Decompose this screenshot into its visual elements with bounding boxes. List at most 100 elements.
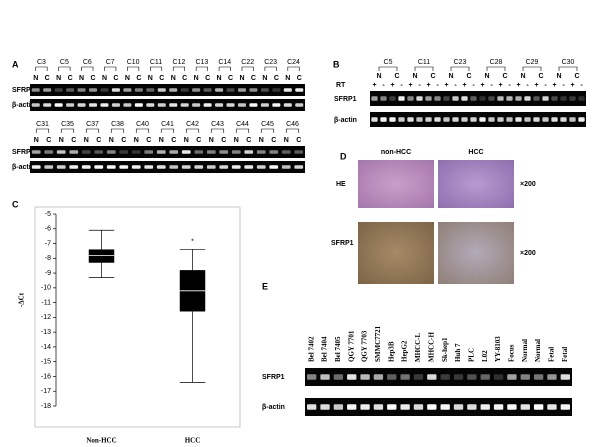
band <box>256 165 266 169</box>
band <box>307 404 317 410</box>
band <box>131 150 141 154</box>
bracket <box>260 128 275 133</box>
bracket <box>127 66 140 71</box>
band <box>144 165 154 169</box>
band <box>387 404 397 410</box>
band <box>515 96 522 101</box>
lane-label: C <box>46 137 51 144</box>
lane-label: Fetal <box>548 347 556 362</box>
band <box>169 88 178 92</box>
band <box>434 96 441 101</box>
band <box>157 88 166 92</box>
y-tick-label: -18 <box>41 403 51 410</box>
lane-label: C <box>90 75 95 82</box>
band <box>551 117 558 122</box>
lane-label: N <box>34 137 39 144</box>
panel-label: A <box>12 59 19 69</box>
band <box>31 88 40 92</box>
lane-label: N <box>448 73 453 80</box>
lane-label: N <box>148 75 153 82</box>
gene-label: SFRP1 <box>262 374 285 381</box>
rt-label: - <box>562 82 565 89</box>
lane-label: YY-8103 <box>494 336 502 362</box>
rt-label: + <box>570 82 574 89</box>
band <box>283 88 292 92</box>
band <box>56 150 66 154</box>
band <box>56 165 66 169</box>
band <box>181 165 191 169</box>
band <box>389 96 396 101</box>
magnification: ×200 <box>520 250 536 257</box>
lane-label: N <box>259 137 264 144</box>
band <box>542 96 549 101</box>
bracket <box>486 66 506 71</box>
band <box>180 103 189 107</box>
bracket <box>287 66 300 71</box>
bracket <box>264 66 277 71</box>
bracket <box>235 128 250 133</box>
sample-label: C44 <box>236 121 249 128</box>
band <box>467 374 477 380</box>
gene-label: SFRP1 <box>334 96 357 103</box>
rt-title: RT <box>336 82 346 89</box>
band <box>294 150 304 154</box>
rt-label: - <box>436 82 439 89</box>
band <box>44 150 54 154</box>
band <box>347 404 357 410</box>
lane-label: N <box>262 75 267 82</box>
rt-label: - <box>472 82 475 89</box>
lane-label: N <box>33 75 38 82</box>
band <box>416 96 423 101</box>
y-axis-label: -ΔCt <box>18 292 26 307</box>
band <box>488 117 495 122</box>
bracket <box>35 66 48 71</box>
band <box>226 88 235 92</box>
band <box>249 88 258 92</box>
band <box>294 165 304 169</box>
gel <box>30 84 305 96</box>
band <box>524 96 531 101</box>
sample-label: C23 <box>264 59 277 66</box>
y-tick-label: -12 <box>41 314 51 321</box>
band <box>360 374 370 380</box>
band <box>260 88 269 92</box>
band <box>134 88 143 92</box>
gel <box>30 99 305 111</box>
panel-label: E <box>262 281 268 291</box>
lane-label: N <box>159 137 164 144</box>
band <box>146 88 155 92</box>
band <box>533 96 540 101</box>
band <box>244 165 254 169</box>
band <box>31 165 41 169</box>
band <box>89 103 98 107</box>
band <box>31 103 40 107</box>
lane-label: C <box>71 137 76 144</box>
band <box>533 404 544 410</box>
rt-label: + <box>552 82 556 89</box>
band <box>569 96 576 101</box>
x-tick-label: Non-HCC <box>86 437 116 445</box>
sample-label: C43 <box>211 121 224 128</box>
lane-label: SMMC7721 <box>374 325 382 362</box>
band <box>461 96 468 101</box>
band <box>443 117 450 122</box>
band <box>407 96 414 101</box>
rt-label: + <box>516 82 520 89</box>
band <box>427 404 437 410</box>
panel-label: B <box>333 59 340 69</box>
band <box>295 103 304 107</box>
band <box>54 88 63 92</box>
band <box>169 150 179 154</box>
gel <box>30 161 305 173</box>
y-tick-label: -16 <box>41 373 51 380</box>
lane-label: C <box>430 73 435 80</box>
lane-label: Bel 7404 <box>321 336 329 362</box>
band <box>524 117 531 122</box>
lane-label: C <box>45 75 50 82</box>
rt-label: - <box>382 82 385 89</box>
lane-label: N <box>56 75 61 82</box>
band <box>215 88 224 92</box>
bracket <box>558 66 578 71</box>
lane-label: N <box>556 73 561 80</box>
band <box>453 374 464 380</box>
